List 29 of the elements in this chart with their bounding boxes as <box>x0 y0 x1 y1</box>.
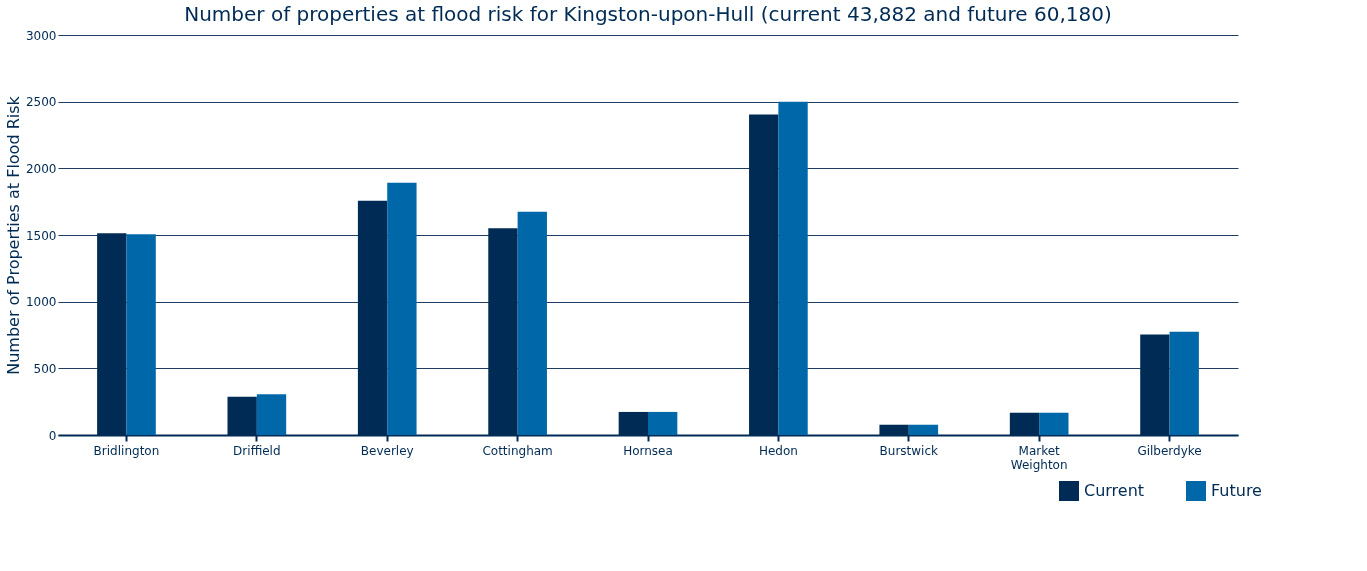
bar <box>778 101 808 435</box>
x-tick-label: Hedon <box>758 443 798 458</box>
y-tick-label: 0 <box>48 428 57 443</box>
bar <box>1169 331 1199 435</box>
x-tick-label: Driffield <box>233 443 281 458</box>
y-tick-label: 500 <box>33 361 57 376</box>
bar <box>908 424 939 435</box>
y-axis-title: Number of Properties at Flood Risk <box>3 95 23 375</box>
bar <box>387 182 417 435</box>
x-tick-label: Bridlington <box>93 443 160 458</box>
y-tick-label: 2000 <box>25 161 57 176</box>
bar <box>648 411 678 435</box>
y-tick-label: 1500 <box>25 228 57 243</box>
x-tick-label: Hornsea <box>623 443 673 458</box>
x-tick-label: Beverley <box>360 443 414 458</box>
bar <box>1039 412 1069 435</box>
chart-title: Number of properties at flood risk for Kingston-upon-Hull (current 43,882 and future 60,180) <box>184 2 1112 26</box>
x-tick-label: Burstwick <box>879 443 939 458</box>
x-tick-label: Cottingham <box>482 443 553 458</box>
y-tick-label: 3000 <box>25 28 57 43</box>
y-tick-label: 2500 <box>25 95 57 110</box>
x-tick-label: Market Weighton <box>1010 443 1068 472</box>
legend-label: Future <box>1211 481 1262 500</box>
y-tick-label: 1000 <box>25 295 57 310</box>
legend-label: Current <box>1084 481 1145 500</box>
bar <box>256 394 287 435</box>
bar <box>126 234 156 435</box>
bar <box>517 211 547 435</box>
x-tick-label: Gilberdyke <box>1137 443 1202 458</box>
